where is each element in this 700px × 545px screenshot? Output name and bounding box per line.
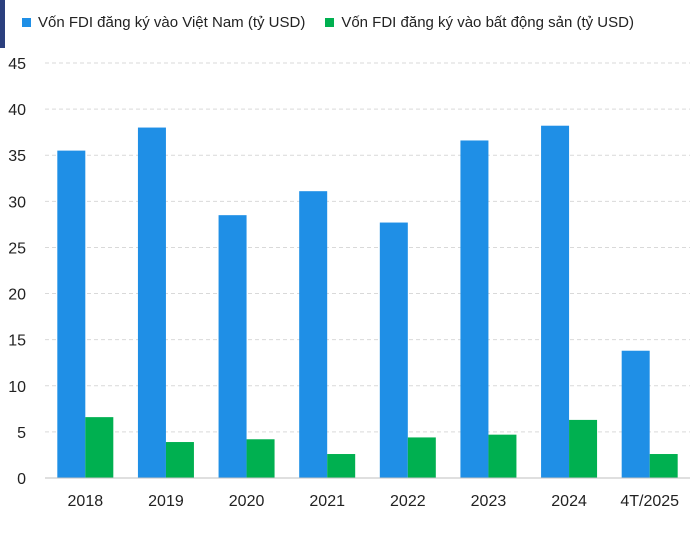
x-tick-label: 4T/2025 [620, 493, 679, 510]
y-tick-label: 15 [8, 333, 26, 350]
bars [57, 125, 678, 479]
bar-fdi-real-estate-2018 [85, 417, 114, 478]
left-accent-bar [0, 0, 5, 48]
legend-item-fdi-real-estate: Vốn FDI đăng ký vào bất động sản (tỷ USD… [325, 14, 634, 31]
bar-fdi-vietnam-2018 [57, 150, 86, 478]
bar-fdi-real-estate-2022 [407, 437, 436, 478]
legend-label-fdi-real-estate: Vốn FDI đăng ký vào bất động sản (tỷ USD… [341, 13, 634, 31]
x-tick-label: 2024 [551, 493, 587, 510]
legend-label-fdi-vietnam: Vốn FDI đăng ký vào Việt Nam (tỷ USD) [38, 13, 306, 31]
y-tick-label: 5 [17, 425, 26, 442]
x-tick-label: 2020 [229, 493, 265, 510]
legend-swatch-fdi-vietnam [22, 17, 31, 27]
bar-fdi-real-estate-2024 [569, 419, 598, 478]
y-axis: 0 5 10 15 20 25 30 35 40 45 [8, 56, 26, 488]
bar-fdi-vietnam-4T-2025 [621, 350, 650, 478]
x-axis: 2018 2019 2020 2021 2022 2023 2024 4T/2025 [45, 477, 690, 510]
x-tick-label: 2023 [471, 493, 507, 510]
bar-fdi-vietnam-2021 [299, 191, 328, 478]
y-tick-label: 25 [8, 240, 26, 257]
bar-fdi-real-estate-2020 [246, 439, 275, 478]
x-tick-label: 2021 [309, 493, 345, 510]
legend-swatch-fdi-real-estate [325, 17, 335, 27]
bar-fdi-vietnam-2022 [379, 222, 408, 478]
x-tick-label: 2022 [390, 493, 426, 510]
y-tick-label: 0 [17, 471, 26, 488]
bar-fdi-vietnam-2024 [541, 125, 570, 478]
y-tick-label: 20 [8, 287, 26, 304]
bar-fdi-real-estate-2019 [165, 442, 194, 478]
bar-fdi-real-estate-2021 [327, 454, 356, 478]
bar-fdi-vietnam-2019 [137, 127, 166, 479]
bar-fdi-real-estate-4T-2025 [649, 454, 678, 478]
y-tick-label: 30 [8, 194, 26, 211]
chart-legend: Vốn FDI đăng ký vào Việt Nam (tỷ USD) Vố… [22, 12, 634, 32]
x-tick-label: 2019 [148, 493, 184, 510]
bar-fdi-vietnam-2020 [218, 215, 247, 478]
bar-fdi-vietnam-2023 [460, 140, 489, 478]
bar-fdi-real-estate-2023 [488, 434, 517, 478]
y-tick-label: 45 [8, 56, 26, 73]
y-tick-label: 40 [8, 102, 26, 119]
y-tick-label: 35 [8, 148, 26, 165]
x-tick-label: 2018 [68, 493, 104, 510]
y-tick-label: 10 [8, 379, 26, 396]
legend-item-fdi-vietnam: Vốn FDI đăng ký vào Việt Nam (tỷ USD) [22, 14, 305, 31]
